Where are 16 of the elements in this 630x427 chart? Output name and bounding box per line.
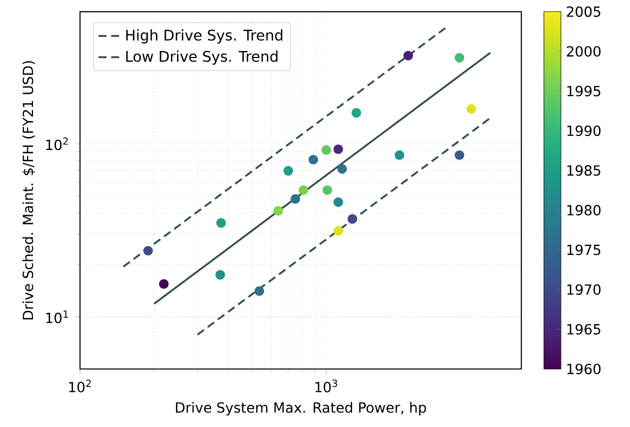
legend-label: High Drive Sys. Trend [126,29,282,44]
color-bar-label: 1995 [567,86,600,96]
x-tick-label: 10$^{3}$ [315,380,338,392]
color-bar-label: 1980 [567,204,601,216]
color-bar-label: 1975 [567,244,600,256]
color-bar-label: 1965 [567,324,600,335]
color-bar-label: 1985 [567,165,600,176]
x-axis-title: Drive System Max. Rated Power, hp [176,402,426,416]
color-bar-label: 1990 [567,125,601,136]
y-tick-label: 10$^{1}$ [46,310,68,324]
color-bar-label: 2000 [566,46,601,57]
color-bar-label: 2005 [566,6,600,17]
legend-label: Low Drive Sys. Trend [126,50,278,65]
color-bar-label: 1970 [567,284,601,295]
y-axis-title: Drive Sched. Maint. $/FH (FY21 USD) [22,61,36,320]
color-bar-label: 1960 [567,364,601,374]
